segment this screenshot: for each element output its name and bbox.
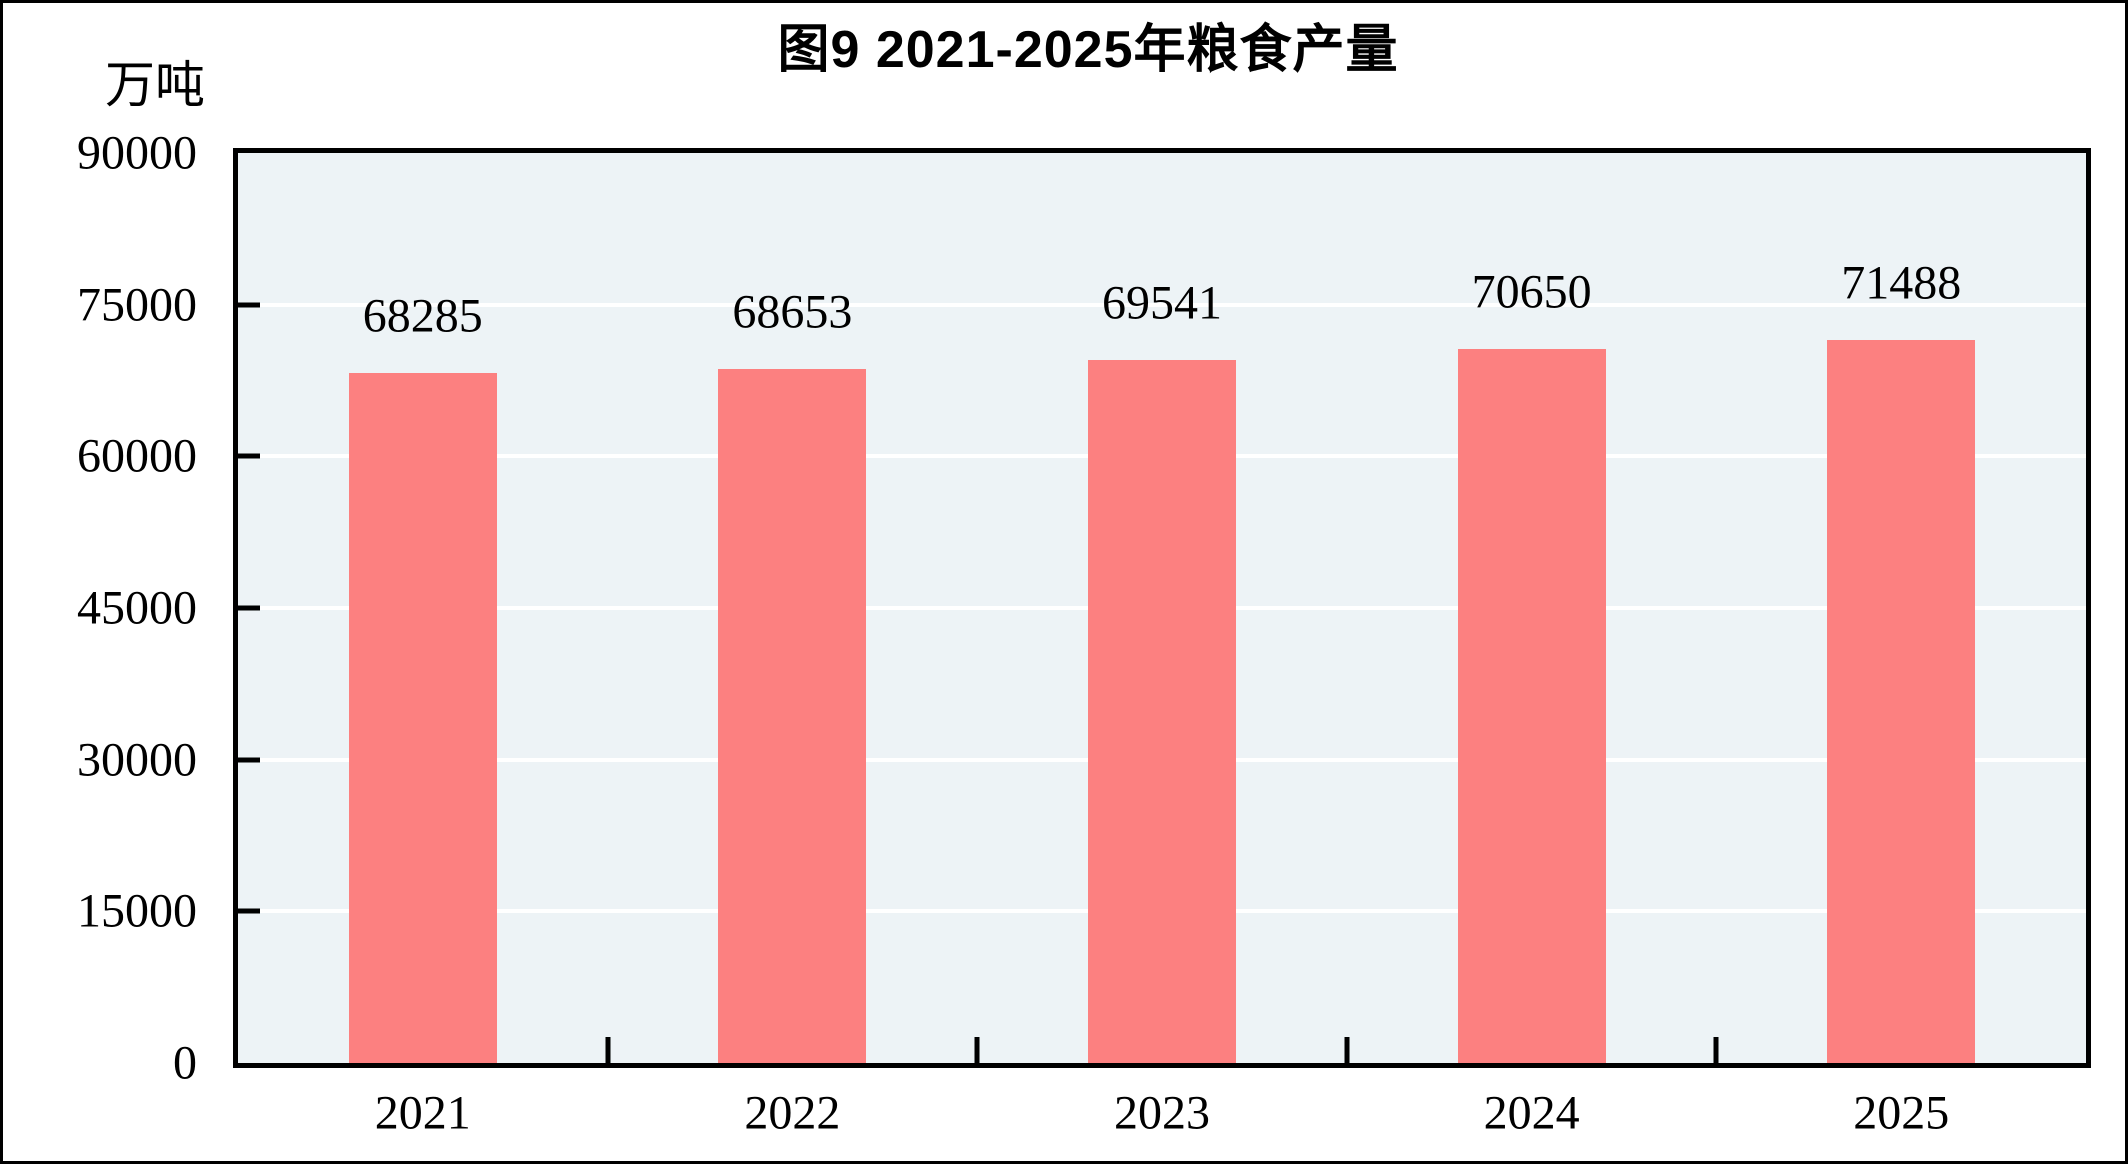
y-tick-label-45000: 45000 — [77, 581, 197, 635]
y-tick-label-60000: 60000 — [77, 429, 197, 483]
y-axis-unit-label: 万吨 — [105, 57, 205, 113]
y-tick-label-90000: 90000 — [77, 126, 197, 180]
bar-value-label-2022: 68653 — [732, 285, 853, 339]
bar-value-label-2024: 70650 — [1471, 265, 1592, 319]
y-axis-tick-mark — [238, 302, 260, 308]
bar-value-label-2025: 71488 — [1841, 256, 1962, 310]
y-axis-tick-mark — [238, 757, 260, 763]
y-tick-label-75000: 75000 — [77, 278, 197, 332]
bar-value-label-2021: 68285 — [362, 289, 483, 343]
y-axis-tick-mark — [238, 453, 260, 459]
bar-2022 — [718, 369, 867, 1063]
x-tick-label-2023: 2023 — [1114, 1086, 1210, 1140]
x-axis-tick-mark — [974, 1037, 980, 1063]
x-tick-label-2024: 2024 — [1483, 1086, 1580, 1140]
x-tick-label-2022: 2022 — [744, 1086, 841, 1140]
x-axis-tick-mark — [605, 1037, 611, 1063]
bar-2021 — [348, 373, 497, 1063]
x-axis-tick-mark — [1344, 1037, 1350, 1063]
y-axis-tick-mark — [238, 605, 260, 611]
plot-area — [233, 148, 2091, 1068]
y-axis-tick-mark — [238, 908, 260, 914]
chart-title: 图9 2021-2025年粮食产量 — [777, 21, 1399, 79]
y-tick-label-0: 0 — [173, 1036, 197, 1090]
x-axis-tick-mark — [1713, 1037, 1719, 1063]
bar-2023 — [1088, 360, 1236, 1063]
gridline-75000 — [238, 302, 2086, 307]
y-tick-label-15000: 15000 — [77, 884, 197, 938]
bar-value-label-2023: 69541 — [1102, 276, 1222, 330]
bar-2025 — [1827, 340, 1976, 1063]
y-tick-label-30000: 30000 — [77, 733, 197, 787]
x-tick-label-2021: 2021 — [374, 1086, 471, 1140]
x-tick-label-2025: 2025 — [1853, 1086, 1950, 1140]
bar-2024 — [1457, 349, 1606, 1063]
